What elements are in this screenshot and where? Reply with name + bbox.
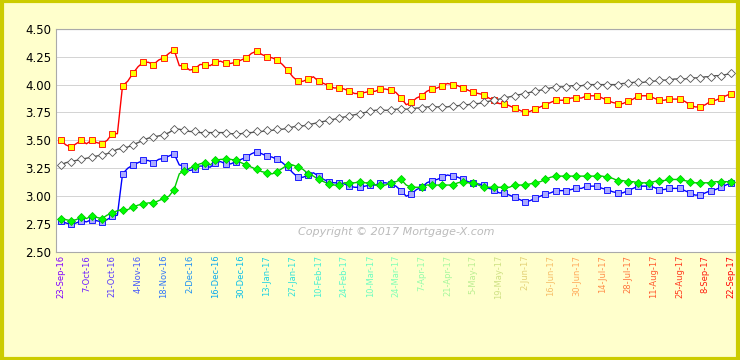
15 Year FRM [252,149,261,154]
5/1 ARM: Initial Interest Rate: (106, 3.17): Initial Interest Rate: (106, 3.17) [603,175,612,179]
5/1 ARM: Initial Interest Rate: (12, 2.88): Initial Interest Rate: (12, 2.88) [118,207,127,212]
30 Year FRM [56,138,65,143]
5/1 ARM: Fully-Indexed Rate*: (40, 3.59): Fully-Indexed Rate*: (40, 3.59) [263,128,272,132]
5/1 ARM: Initial Interest Rate: (62, 3.1): Initial Interest Rate: (62, 3.1) [376,183,385,187]
15 Year FRM [283,165,292,169]
5/1 ARM: Fully-Indexed Rate*: (32, 3.57): Fully-Indexed Rate*: (32, 3.57) [221,130,230,135]
Line: 5/1 ARM: Fully-Indexed Rate*: 5/1 ARM: Fully-Indexed Rate* [58,71,734,168]
30 Year FRM [169,48,178,52]
5/1 ARM: Fully-Indexed Rate*: (56, 3.72): Fully-Indexed Rate*: (56, 3.72) [345,114,354,118]
5/1 ARM: Initial Interest Rate: (60, 3.12): Initial Interest Rate: (60, 3.12) [366,181,374,185]
30 Year FRM [376,87,385,91]
5/1 ARM: Fully-Indexed Rate*: (102, 4): Fully-Indexed Rate*: (102, 4) [582,82,591,87]
30 Year FRM [118,84,127,88]
5/1 ARM: Initial Interest Rate: (36, 3.28): Initial Interest Rate: (36, 3.28) [242,163,251,167]
15 Year FRM [118,172,127,176]
30 Year FRM [283,68,292,72]
Line: 30 Year FRM: 30 Year FRM [58,47,734,150]
15 Year FRM [727,181,736,185]
5/1 ARM: Initial Interest Rate: (0, 2.8): Initial Interest Rate: (0, 2.8) [56,216,65,221]
5/1 ARM: Initial Interest Rate: (130, 3.13): Initial Interest Rate: (130, 3.13) [727,180,736,184]
5/1 ARM: Fully-Indexed Rate*: (130, 4.1): Fully-Indexed Rate*: (130, 4.1) [727,71,736,76]
5/1 ARM: Fully-Indexed Rate*: (0, 3.28): Fully-Indexed Rate*: (0, 3.28) [56,163,65,167]
15 Year FRM [67,222,75,226]
Text: Copyright © 2017 Mortgage-X.com: Copyright © 2017 Mortgage-X.com [297,227,494,237]
15 Year FRM [376,181,385,185]
30 Year FRM [242,56,251,60]
30 Year FRM [366,89,374,94]
5/1 ARM: Fully-Indexed Rate*: (20, 3.55): Fully-Indexed Rate*: (20, 3.55) [159,132,168,137]
15 Year FRM [603,187,612,192]
Line: 5/1 ARM: Initial Interest Rate: 5/1 ARM: Initial Interest Rate [58,157,734,224]
5/1 ARM: Initial Interest Rate: (44, 3.28): Initial Interest Rate: (44, 3.28) [283,163,292,167]
15 Year FRM [232,159,240,164]
15 Year FRM [366,183,374,187]
5/1 ARM: Fully-Indexed Rate*: (120, 4.05): Fully-Indexed Rate*: (120, 4.05) [675,77,684,81]
5/1 ARM: Initial Interest Rate: (2, 2.78): Initial Interest Rate: (2, 2.78) [67,219,75,223]
30 Year FRM [727,91,736,96]
30 Year FRM [67,145,75,149]
5/1 ARM: Initial Interest Rate: (32, 3.33): Initial Interest Rate: (32, 3.33) [221,157,230,162]
15 Year FRM [56,219,65,223]
30 Year FRM [603,98,612,102]
Line: 15 Year FRM: 15 Year FRM [58,149,734,227]
